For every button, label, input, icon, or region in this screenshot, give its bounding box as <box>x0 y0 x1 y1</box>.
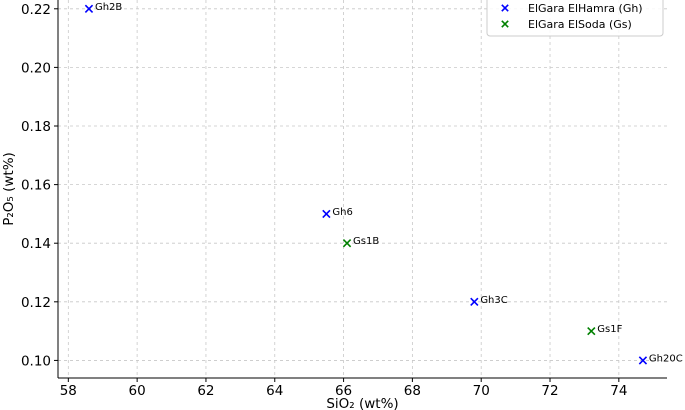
axes <box>57 0 667 379</box>
marker-stroke <box>322 209 331 219</box>
y-tick-label: 0.10 <box>21 353 51 369</box>
data-point-gh20c <box>638 356 648 365</box>
data-points <box>84 4 648 365</box>
x-tick-label: 64 <box>266 383 283 399</box>
x-tick-label: 72 <box>541 383 558 399</box>
y-tick-label: 0.18 <box>21 119 51 135</box>
data-point-gs1f <box>587 326 596 336</box>
legend-box <box>486 0 664 37</box>
x-axis-label: SiO₂ (wt%) <box>326 396 398 410</box>
legend-item-label: ElGara ElSoda (Gs) <box>528 18 632 31</box>
ticks: 58 60 62 64 66 68 70 72 74 0.10 0.12 0.14 0.16 0.18 0.… <box>21 2 627 399</box>
x-tick-label: 70 <box>473 383 490 399</box>
x-tick-label: 68 <box>404 383 421 399</box>
y-tick-label: 0.22 <box>21 2 51 18</box>
data-point-gs1b <box>342 239 352 248</box>
marker-stroke <box>84 4 94 13</box>
point-label-gs1f: Gs1F <box>597 324 622 335</box>
grid <box>58 0 667 378</box>
y-tick-label: 0.14 <box>21 236 51 252</box>
data-point-gh6 <box>322 209 331 219</box>
y-tick-label: 0.16 <box>21 178 51 194</box>
data-point-gh3c <box>470 297 479 306</box>
point-label-gh6: Gh6 <box>332 207 352 218</box>
point-label-gh2b: Gh2B <box>95 2 122 13</box>
legend-item-label: ElGara ElHamra (Gh) <box>528 2 643 15</box>
marker-stroke <box>501 20 509 28</box>
y-tick-label: 0.12 <box>21 295 51 311</box>
point-labels: Gh2B Gh6 Gh3C Gh20C Gs1B Gs1F <box>95 2 683 365</box>
legend-marker <box>501 4 509 12</box>
point-label-gh20c: Gh20C <box>649 353 683 364</box>
marker-stroke <box>501 4 509 12</box>
legend-marker <box>501 20 509 28</box>
x-tick-label: 62 <box>197 383 214 399</box>
point-label-gh3c: Gh3C <box>480 295 507 306</box>
x-tick-label: 74 <box>610 383 627 399</box>
data-point-gh2b <box>84 4 94 13</box>
marker-stroke <box>587 326 596 336</box>
x-tick-label: 58 <box>60 383 77 399</box>
marker-stroke <box>638 356 648 365</box>
point-label-gs1b: Gs1B <box>353 236 379 247</box>
x-tick-label: 66 <box>335 383 352 399</box>
legend: ElGara ElHamra (Gh) ElGara ElSoda (Gs) <box>486 0 664 37</box>
marker-stroke <box>470 297 479 306</box>
x-tick-label: 60 <box>129 383 146 399</box>
y-axis-label: P₂O₅ (wt%) <box>1 152 17 226</box>
y-tick-label: 0.20 <box>21 60 51 76</box>
marker-stroke <box>342 239 352 248</box>
